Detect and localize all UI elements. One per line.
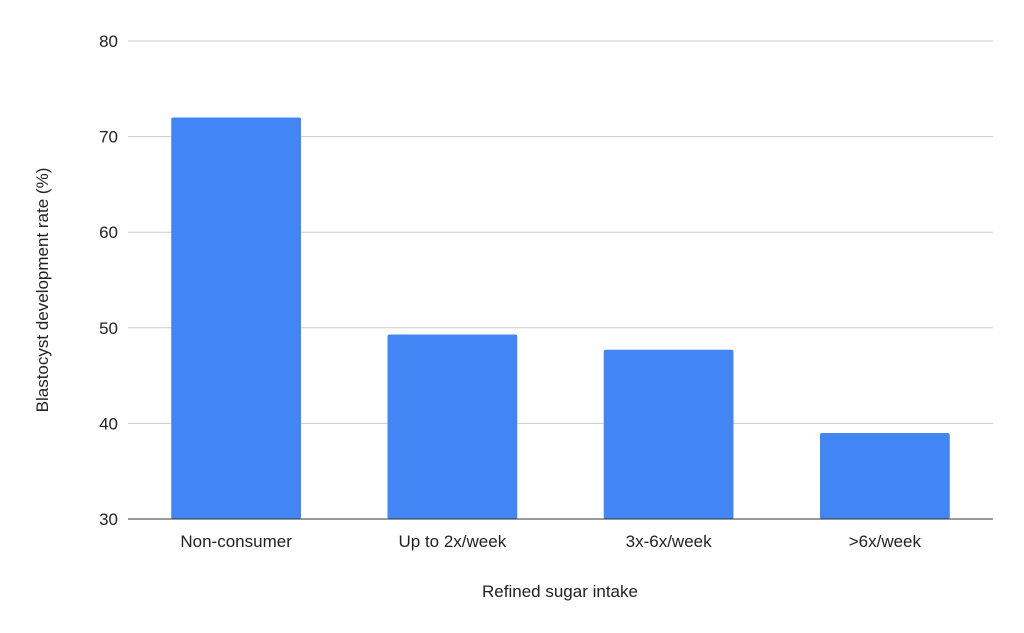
x-axis-ticks: Non-consumer Up to 2x/week 3x-6x/week >6x/w… — [180, 532, 921, 551]
bar[interactable] — [171, 117, 301, 519]
y-tick-label: 60 — [99, 223, 118, 242]
bar[interactable] — [387, 334, 518, 519]
x-tick-label: 3x-6x/week — [626, 532, 712, 551]
y-axis-title: Blastocyst development rate (%) — [33, 168, 52, 413]
x-axis-title: Refined sugar intake — [482, 582, 638, 601]
bars — [171, 117, 950, 519]
y-tick-label: 40 — [99, 414, 118, 433]
y-axis-ticks: 30 40 50 60 70 80 — [99, 32, 118, 529]
y-tick-label: 70 — [99, 128, 118, 147]
y-tick-label: 30 — [99, 510, 118, 529]
x-tick-label: Non-consumer — [180, 532, 292, 551]
y-tick-label: 80 — [99, 32, 118, 51]
bar[interactable] — [603, 349, 734, 519]
y-tick-label: 50 — [99, 319, 118, 338]
x-tick-label: >6x/week — [849, 532, 922, 551]
bar[interactable] — [820, 432, 950, 519]
x-tick-label: Up to 2x/week — [399, 532, 507, 551]
